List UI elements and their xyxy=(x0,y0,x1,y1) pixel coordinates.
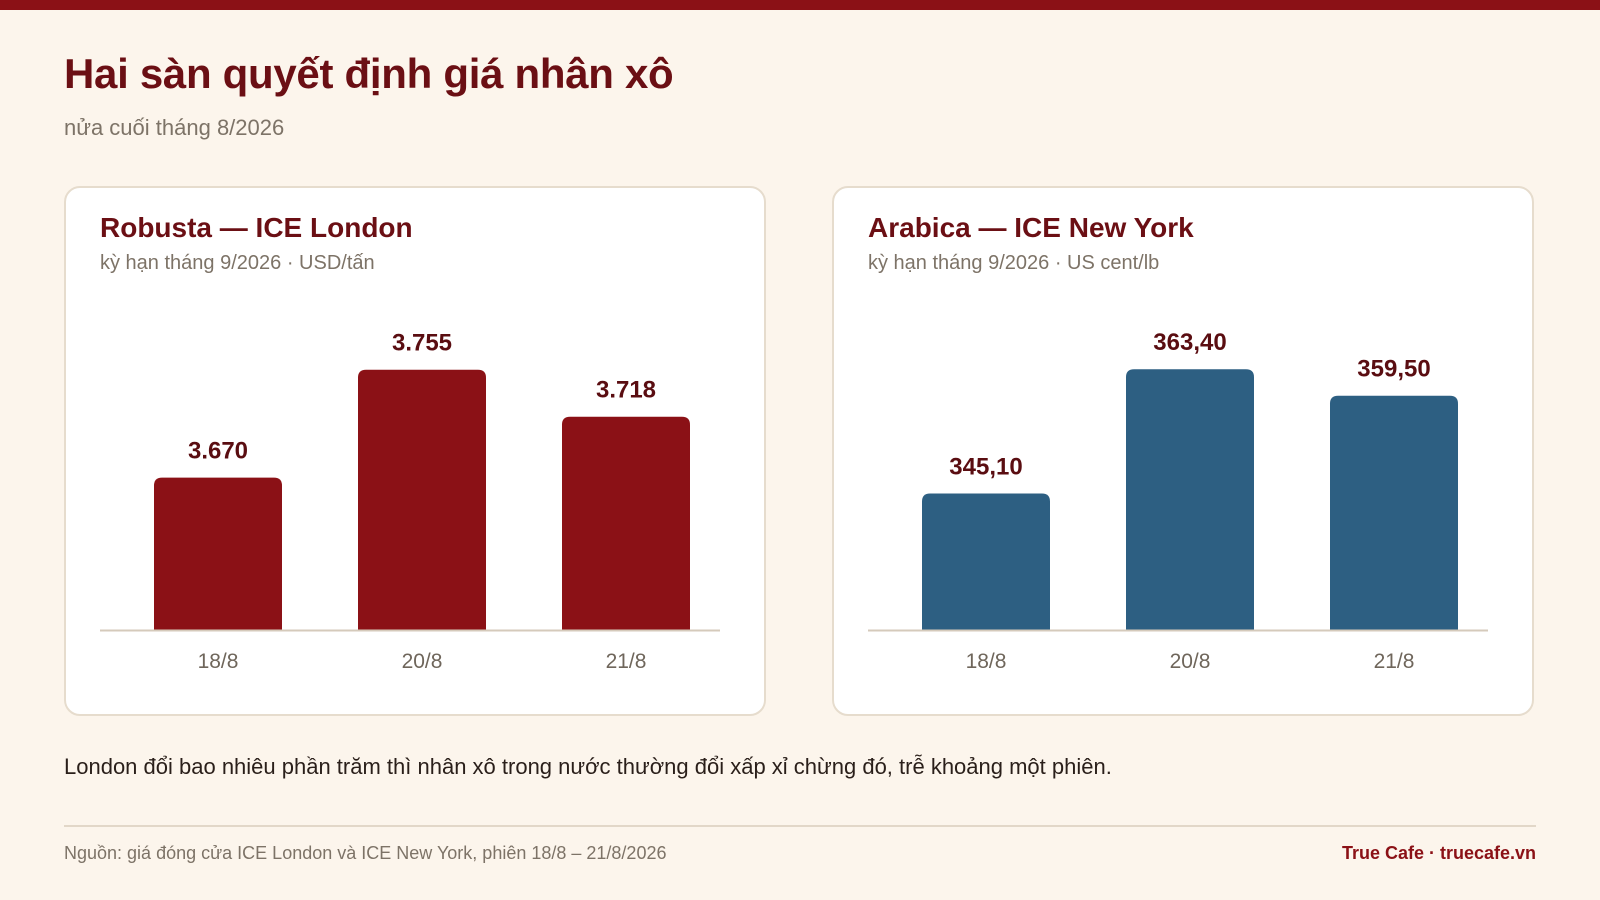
arabica-bar-chart: 345,10 18/8 363,40 20/8 359,50 21/8 xyxy=(868,329,1488,673)
top-accent-bar xyxy=(0,0,1600,10)
robusta-bar-chart: 3.670 18/8 3.755 20/8 3.718 21/8 xyxy=(100,330,720,673)
page-subtitle: nửa cuối tháng 8/2026 xyxy=(64,115,285,140)
robusta-value-label-2: 3.718 xyxy=(596,377,656,404)
robusta-bar-2 xyxy=(562,416,690,630)
robusta-chart-card: Robusta — ICE London kỳ hạn tháng 9/2026… xyxy=(64,186,766,716)
source-note: Nguồn: giá đóng cửa ICE London và ICE Ne… xyxy=(64,843,667,863)
robusta-category-label-2: 21/8 xyxy=(606,650,647,673)
arabica-chart-card: Arabica — ICE New York kỳ hạn tháng 9/20… xyxy=(832,186,1534,716)
robusta-value-label-0: 3.670 xyxy=(188,438,248,465)
arabica-value-label-0: 345,10 xyxy=(949,454,1022,481)
arabica-bar-0 xyxy=(922,493,1050,630)
arabica-bar-2 xyxy=(1330,395,1458,630)
insight-note: London đổi bao nhiêu phần trăm thì nhân … xyxy=(64,754,1112,779)
arabica-category-label-0: 18/8 xyxy=(966,650,1007,673)
robusta-bar-0 xyxy=(154,477,282,630)
page-title: Hai sàn quyết định giá nhân xô xyxy=(64,50,674,97)
robusta-value-label-1: 3.755 xyxy=(392,330,452,357)
arabica-bar-1 xyxy=(1126,369,1254,630)
arabica-value-label-1: 363,40 xyxy=(1153,329,1226,356)
arabica-category-label-2: 21/8 xyxy=(1374,650,1415,673)
footer-divider xyxy=(64,825,1536,827)
arabica-chart-subtitle: kỳ hạn tháng 9/2026 · US cent/lb xyxy=(868,252,1160,274)
robusta-category-label-1: 20/8 xyxy=(402,650,443,673)
robusta-category-label-0: 18/8 xyxy=(198,650,239,673)
robusta-chart-title: Robusta — ICE London xyxy=(100,212,413,243)
brand-credit: True Cafe · truecafe.vn xyxy=(1341,843,1536,863)
arabica-chart-title: Arabica — ICE New York xyxy=(868,212,1194,243)
robusta-bar-1 xyxy=(358,369,486,630)
robusta-chart-subtitle: kỳ hạn tháng 9/2026 · USD/tấn xyxy=(100,252,375,274)
arabica-value-label-2: 359,50 xyxy=(1357,356,1430,383)
arabica-category-label-1: 20/8 xyxy=(1170,650,1211,673)
